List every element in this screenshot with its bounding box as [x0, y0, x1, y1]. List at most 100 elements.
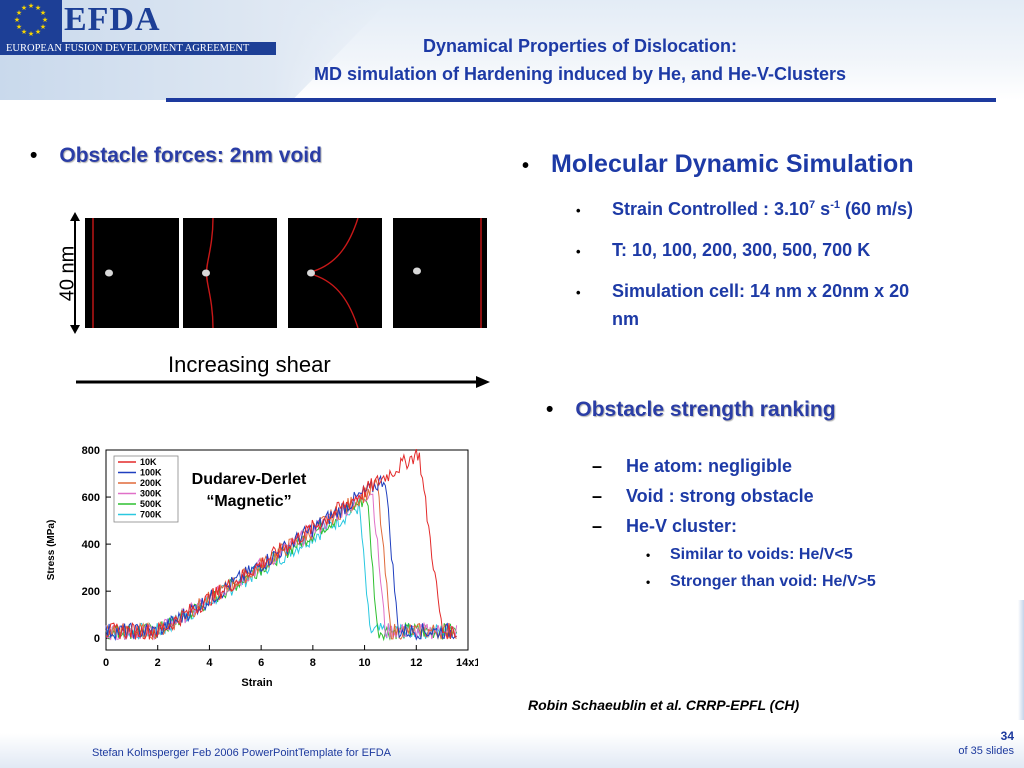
bullet-marker: • — [522, 155, 530, 177]
bullet-marker: • — [576, 285, 581, 300]
legend-label-10K: 10K — [140, 457, 157, 467]
x-tick-label: 8 — [310, 657, 316, 669]
strain-suffix: (60 m/s) — [839, 199, 913, 219]
slide-title-line2: MD simulation of Hardening induced by He… — [313, 64, 847, 84]
plot-frame — [105, 449, 469, 651]
bullet-marker: • — [576, 203, 581, 218]
similar-item: • Similar to voids: He/V<5 — [646, 546, 853, 564]
legend-label-100K: 100K — [140, 468, 162, 478]
hev-text: He-V cluster: — [626, 516, 738, 536]
hev-item: – He-V cluster: — [592, 516, 737, 537]
svg-text:★: ★ — [35, 28, 41, 36]
x-tick-label: 2 — [155, 657, 161, 669]
eu-stars-logo: ★ ★ ★ ★ ★ ★ ★ ★ ★ ★ ★ ★ — [0, 0, 62, 42]
citation: Robin Schaeublin et al. CRRP-EPFL (CH) — [528, 697, 800, 713]
y-tick-label: 600 — [82, 492, 100, 504]
void-item: – Void : strong obstacle — [592, 486, 814, 507]
dash-marker: – — [592, 456, 603, 476]
x-tick-label: 6 — [258, 657, 264, 669]
he-atom-text: He atom: negligible — [626, 456, 793, 476]
chart-annotation: Dudarev-Derlet “Magnetic” — [176, 469, 322, 513]
slide-title-line1: Dynamical Properties of Dislocation: — [422, 36, 738, 56]
y-tick-label: 400 — [82, 539, 100, 551]
he-atom-item: – He atom: negligible — [592, 456, 792, 477]
annotation-line2: “Magnetic” — [206, 493, 292, 510]
svg-text:★: ★ — [35, 4, 41, 12]
temperature-item: • T: 10, 100, 200, 300, 500, 700 K — [576, 240, 870, 261]
strength-ranking-heading: • Obstacle strength ranking — [546, 398, 836, 422]
strain-prefix: Strain Controlled : 3.10 — [612, 199, 810, 219]
strain-exponent: 7 — [809, 199, 816, 211]
shear-arrow — [76, 376, 490, 388]
md-simulation-text: Molecular Dynamic Simulation — [551, 150, 914, 178]
svg-text:★: ★ — [14, 16, 20, 24]
series-line-100K — [105, 474, 457, 642]
bullet-marker: • — [576, 244, 581, 259]
stronger-text: Stronger than void: He/V>5 — [670, 573, 876, 590]
svg-text:★: ★ — [16, 9, 22, 17]
simulation-frame-2 — [183, 217, 277, 329]
y-tick-label: 200 — [82, 586, 100, 598]
svg-text:★: ★ — [21, 28, 27, 36]
obstacle-forces-text: Obstacle forces: 2nm void — [59, 144, 322, 167]
series-line-10K — [105, 448, 457, 640]
bullet-marker: • — [646, 548, 651, 562]
right-edge-decoration — [1018, 600, 1024, 720]
cell-text-line2: nm — [612, 309, 639, 329]
x-tick-label: 10 — [358, 657, 370, 669]
cell-item: • Simulation cell: 14 nm x 20nm x 20 — [576, 281, 909, 302]
svg-text:★: ★ — [28, 2, 34, 10]
simulation-frame-1 — [85, 218, 179, 328]
svg-text:★: ★ — [40, 9, 46, 17]
x-tick-label: 4 — [206, 657, 213, 669]
dash-marker: – — [592, 486, 603, 506]
x-tick-label: 0 — [103, 657, 109, 669]
legend-label-300K: 300K — [140, 489, 162, 499]
similar-text: Similar to voids: He/V<5 — [670, 546, 853, 563]
strain-unit: s — [815, 199, 831, 219]
footer-band — [0, 733, 1024, 768]
logo-title: EFDA — [64, 1, 161, 38]
y-tick-label: 800 — [82, 445, 100, 457]
length-label: 40 nm — [56, 245, 79, 302]
x-tick-label: 12 — [410, 657, 422, 669]
x-axis-label: Strain — [241, 677, 272, 689]
temperature-text: T: 10, 100, 200, 300, 500, 700 K — [612, 240, 871, 260]
legend-label-500K: 500K — [140, 499, 162, 509]
svg-text:★: ★ — [28, 30, 34, 38]
simulation-frame-4 — [393, 218, 487, 328]
logo-subtitle: EUROPEAN FUSION DEVELOPMENT AGREEMENT — [6, 43, 250, 54]
legend-box — [113, 455, 179, 523]
shear-label: Increasing shear — [168, 352, 331, 377]
svg-text:★: ★ — [40, 23, 46, 31]
y-tick-label: 0 — [94, 633, 100, 645]
chart-svg: 0 200 400 600 800 0 2 4 6 8 10 12 14x10⁻³ Strain Stres… — [46, 445, 496, 689]
svg-text:★: ★ — [21, 4, 27, 12]
stronger-item: • Stronger than void: He/V>5 — [646, 573, 876, 591]
strain-unit-exponent: -1 — [830, 199, 840, 211]
bullet-marker: • — [546, 398, 554, 421]
void-text: Void : strong obstacle — [626, 486, 814, 506]
md-simulation-heading: • Molecular Dynamic Simulation — [522, 150, 914, 179]
footer-text: Stefan Kolmsperger Feb 2006 PowerPointTe… — [92, 747, 391, 759]
annotation-line1: Dudarev-Derlet — [191, 471, 307, 488]
stress-strain-chart: 0 200 400 600 800 0 2 4 6 8 10 12 14x10⁻³ Strain Stres… — [38, 432, 496, 692]
obstacle-forces-heading: • Obstacle forces: 2nm void — [30, 144, 322, 168]
y-axis-label: Stress (MPa) — [46, 520, 57, 581]
slide-number: 34 — [1000, 729, 1014, 743]
title-rule — [166, 98, 996, 102]
strain-item: • Strain Controlled : 3.107 s-1 (60 m/s) — [576, 199, 913, 220]
x-tick-label: 14x10⁻³ — [456, 657, 478, 669]
strength-ranking-text: Obstacle strength ranking — [575, 398, 836, 421]
logo-subtitle-bar — [0, 42, 276, 55]
svg-text:★: ★ — [42, 16, 48, 24]
bullet-marker: • — [30, 144, 38, 167]
legend-label-200K: 200K — [140, 478, 162, 488]
dash-marker: – — [592, 516, 603, 536]
cell-text-line1: Simulation cell: 14 nm x 20nm x 20 — [612, 281, 910, 301]
length-arrow — [70, 212, 80, 334]
bullet-marker: • — [646, 575, 651, 589]
simulation-frame-3 — [288, 217, 382, 329]
legend-label-700K: 700K — [140, 510, 162, 520]
svg-text:★: ★ — [16, 23, 22, 31]
